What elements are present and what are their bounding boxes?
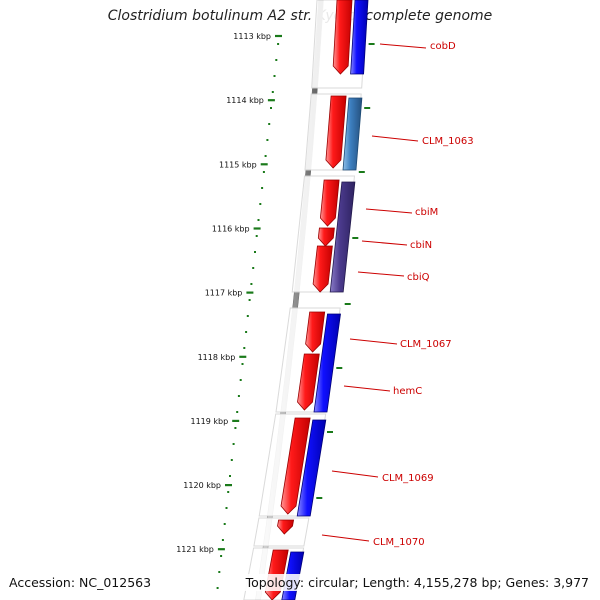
ruler-dot: [223, 523, 226, 525]
accession-label: Accession: NC_012563: [7, 574, 154, 591]
ruler-dot: [270, 107, 272, 109]
gene-arc[interactable]: [296, 419, 327, 517]
genome-title: Clostridium botulinum A2 str. Kyoto, com…: [107, 8, 493, 24]
cds-arrow[interactable]: [277, 519, 295, 535]
ruler-dot: [230, 459, 233, 461]
ruler-dot: [254, 251, 256, 253]
ruler-dot: [232, 443, 235, 445]
ruler-dot: [264, 155, 267, 157]
ruler-dot: [271, 91, 274, 93]
ruler-dot: [245, 331, 248, 333]
leader-line: [331, 470, 379, 478]
gene-label[interactable]: cbiN: [410, 240, 432, 251]
gene-label[interactable]: CLM_1070: [373, 537, 425, 548]
ruler-dot: [257, 219, 260, 221]
ruler-dot: [237, 395, 240, 397]
ruler-label: 1117 kbp: [205, 289, 243, 298]
cds-arrow[interactable]: [280, 417, 311, 515]
cds-arrow[interactable]: [305, 311, 326, 353]
leader-line: [349, 338, 398, 345]
feature-band: [253, 517, 310, 547]
leader-line: [365, 208, 413, 214]
ruler-label: 1116 kbp: [212, 225, 250, 234]
ruler-label: 1120 kbp: [183, 481, 221, 490]
ruler-dot: [239, 379, 242, 381]
ruler-dot: [262, 171, 265, 173]
ruler-dot: [241, 363, 244, 365]
gene-label[interactable]: cbiM: [415, 207, 438, 218]
ruler-dot: [255, 235, 258, 237]
ruler-label: 1115 kbp: [219, 160, 257, 169]
ruler-label: 1119 kbp: [190, 417, 228, 426]
ruler-dot: [266, 139, 269, 141]
ruler-dot: [227, 491, 230, 493]
genome-summary: Topology: circular; Length: 4,155,278 bp…: [243, 574, 591, 591]
gene-label[interactable]: cbiQ: [407, 272, 430, 283]
ruler-dot: [246, 315, 249, 317]
ruler-dot: [273, 75, 276, 77]
ruler-dot: [259, 203, 262, 205]
gene-arc[interactable]: [313, 313, 341, 413]
ruler-dot: [234, 427, 237, 429]
gene-label[interactable]: CLM_1067: [400, 339, 452, 350]
ruler-dot: [216, 587, 219, 589]
ruler-dot: [229, 475, 231, 477]
ruler-label: 1121 kbp: [176, 545, 214, 554]
ruler-dot: [221, 539, 224, 541]
ruler-label: 1114 kbp: [226, 96, 264, 105]
ruler-dot: [225, 507, 228, 509]
leader-line: [343, 385, 391, 392]
ruler-dot: [220, 555, 223, 557]
leader-line: [371, 135, 419, 142]
cds-arrow[interactable]: [317, 227, 335, 247]
ruler-dot: [277, 43, 280, 45]
feature-track: [243, 0, 375, 600]
cds-arrow[interactable]: [319, 179, 340, 227]
ruler-dot: [250, 283, 253, 285]
ruler-dot: [275, 59, 278, 61]
kbp-ruler: 1113 kbp 1114 kbp 1115 kbp 1116 kbp 1117 kbp…: [176, 32, 282, 589]
cds-arrow[interactable]: [297, 353, 320, 411]
ruler-dot: [261, 187, 264, 189]
cds-arrow[interactable]: [332, 0, 353, 75]
gene-labels: cobD CLM_1063 cbiM cbiN cbiQ CLM_1067 hemC CLM_…: [321, 41, 474, 548]
ruler-label: 1113 kbp: [233, 32, 271, 41]
ruler-dot: [218, 571, 221, 573]
cds-arrow[interactable]: [312, 245, 333, 293]
gene-label[interactable]: CLM_1069: [382, 473, 434, 484]
ruler-dot: [236, 411, 239, 413]
gene-arc[interactable]: [329, 181, 356, 293]
ruler-dot: [252, 267, 255, 269]
leader-line: [361, 240, 408, 246]
leader-line: [321, 534, 370, 542]
ruler-dot: [243, 347, 246, 349]
leader-line: [357, 271, 405, 277]
leader-line: [379, 43, 427, 49]
ruler-dot: [248, 299, 251, 301]
gene-label[interactable]: cobD: [430, 41, 456, 52]
gene-arc[interactable]: [342, 97, 363, 171]
gene-arc[interactable]: [350, 0, 369, 75]
cds-arrow[interactable]: [325, 95, 347, 169]
gene-label[interactable]: hemC: [393, 386, 422, 397]
ruler-dot: [268, 123, 271, 125]
ruler-label: 1118 kbp: [198, 353, 236, 362]
gene-label[interactable]: CLM_1063: [422, 136, 474, 147]
